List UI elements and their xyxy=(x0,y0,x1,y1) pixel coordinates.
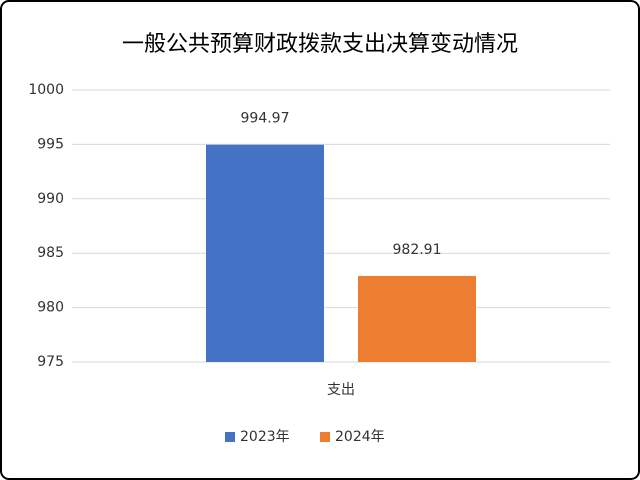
legend-swatch xyxy=(225,432,235,442)
y-tick-label: 975 xyxy=(37,354,64,370)
legend-label: 2023年 xyxy=(240,429,290,445)
y-tick-label: 990 xyxy=(37,191,64,207)
value-label: 982.91 xyxy=(393,242,442,258)
y-tick-label: 980 xyxy=(37,300,64,316)
value-label: 994.97 xyxy=(241,111,290,127)
y-tick-label: 995 xyxy=(37,136,64,152)
bar xyxy=(358,275,476,362)
bar xyxy=(206,144,324,362)
y-tick-label: 1000 xyxy=(28,82,64,98)
y-tick-label: 985 xyxy=(37,245,64,261)
chart-title: 一般公共预算财政拨款支出决算变动情况 xyxy=(122,32,518,57)
x-tick-label: 支出 xyxy=(327,382,355,398)
legend-swatch xyxy=(320,432,330,442)
legend-label: 2024年 xyxy=(335,429,385,445)
